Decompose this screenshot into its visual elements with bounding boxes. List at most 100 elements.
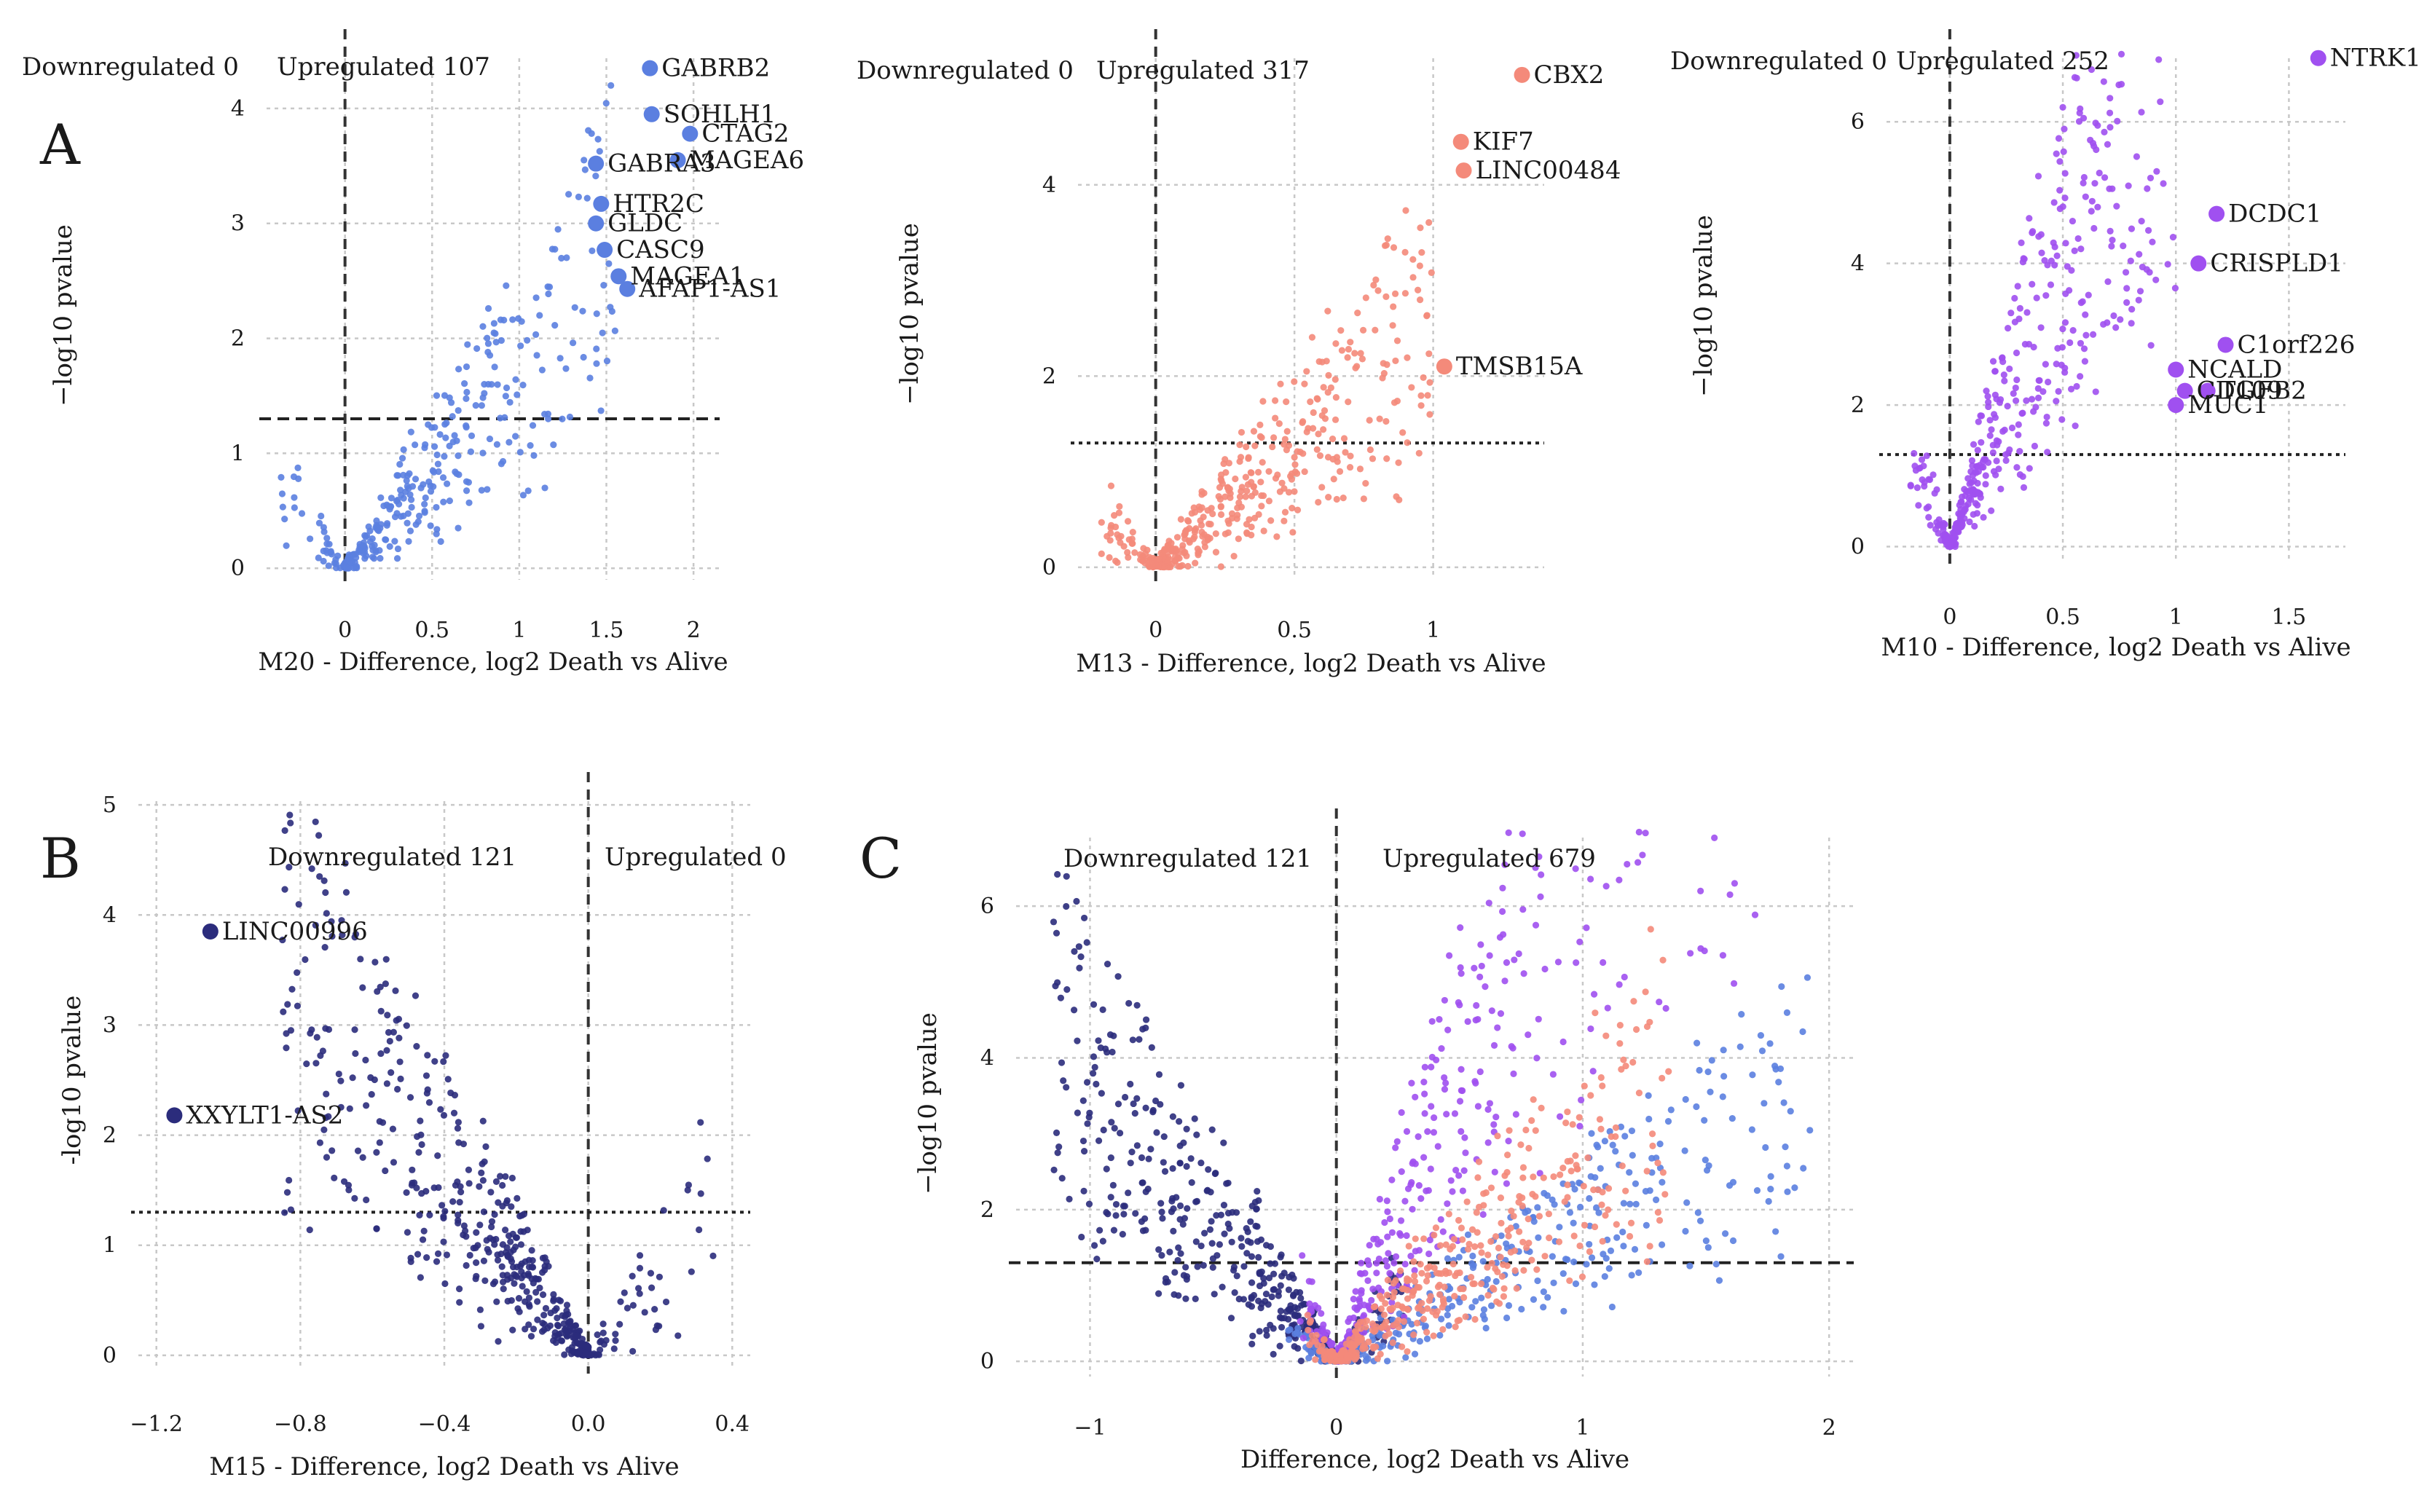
data-point — [1586, 1240, 1593, 1248]
data-point — [512, 433, 519, 440]
data-point — [2030, 343, 2037, 351]
data-point — [412, 992, 420, 999]
data-point — [294, 969, 301, 977]
data-point — [621, 1289, 628, 1296]
data-point — [322, 889, 329, 897]
data-point — [1530, 1296, 1538, 1303]
data-point — [1098, 550, 1105, 558]
data-point — [1142, 1188, 1149, 1195]
data-point — [1606, 1127, 1613, 1135]
highlighted-point — [2199, 382, 2216, 399]
data-point — [468, 432, 476, 439]
data-point — [2112, 324, 2120, 331]
data-point — [1530, 1173, 1537, 1181]
data-point — [369, 543, 376, 550]
data-point — [1258, 503, 1265, 510]
data-point — [1175, 1244, 1182, 1251]
data-point — [1980, 513, 1987, 521]
data-point — [1463, 1198, 1471, 1205]
data-point — [1459, 1087, 1466, 1095]
data-point — [1459, 1236, 1466, 1243]
data-point — [1358, 1290, 1365, 1297]
data-point — [1421, 1063, 1428, 1071]
data-point — [2101, 174, 2109, 181]
data-point — [1236, 458, 1243, 465]
data-point — [1562, 1119, 1570, 1127]
data-point — [1696, 1066, 1703, 1074]
data-point — [1495, 1244, 1503, 1252]
data-point — [2042, 420, 2050, 427]
data-point — [497, 1250, 505, 1258]
data-point — [2034, 385, 2042, 393]
data-point — [1379, 374, 1386, 382]
data-point — [1420, 1235, 1428, 1243]
data-point — [623, 1304, 632, 1312]
data-point — [421, 500, 428, 508]
data-point — [1301, 380, 1308, 387]
data-point — [1382, 241, 1390, 249]
data-point — [2053, 398, 2060, 405]
data-point — [1448, 1302, 1456, 1310]
data-point — [1566, 1277, 1573, 1285]
data-point — [1262, 1326, 1270, 1334]
data-point — [2085, 291, 2092, 299]
data-point — [563, 254, 570, 261]
data-point — [1270, 1350, 1277, 1358]
data-point — [1472, 1298, 1479, 1305]
data-point — [1054, 1149, 1061, 1157]
data-point — [1787, 1108, 1794, 1115]
data-point — [1270, 434, 1278, 441]
data-point — [1351, 350, 1358, 357]
data-point — [2106, 124, 2114, 131]
data-point — [541, 411, 548, 418]
data-point — [1481, 1315, 1488, 1323]
data-point — [1356, 465, 1364, 473]
data-point — [479, 449, 487, 457]
data-point — [512, 1272, 519, 1279]
data-point — [1192, 1198, 1200, 1205]
data-point — [363, 1196, 370, 1204]
data-point — [1455, 1216, 1463, 1224]
data-point — [1720, 1047, 1727, 1054]
data-point — [1425, 1297, 1433, 1304]
data-point — [1602, 1032, 1610, 1039]
data-point — [1572, 1280, 1580, 1288]
data-point — [323, 910, 330, 917]
data-point — [1404, 1348, 1411, 1355]
data-point — [460, 1222, 468, 1229]
data-point — [1643, 1168, 1651, 1175]
data-point — [1294, 1325, 1302, 1332]
data-point — [389, 1125, 397, 1133]
data-point — [1409, 1205, 1416, 1213]
data-point — [1701, 947, 1708, 955]
data-point — [1967, 496, 1975, 503]
data-point — [1074, 1109, 1081, 1117]
data-point — [455, 1216, 462, 1224]
data-point — [371, 1076, 378, 1084]
data-point — [495, 1199, 502, 1206]
data-point — [1535, 1015, 1542, 1023]
data-point — [1255, 511, 1262, 518]
data-point — [1474, 1229, 1481, 1236]
data-point — [1398, 1109, 1405, 1117]
data-point — [1256, 1269, 1263, 1276]
data-point — [2090, 224, 2098, 232]
data-point — [1325, 494, 1332, 501]
highlighted-point — [669, 151, 686, 168]
data-point — [2089, 139, 2097, 147]
data-point — [2144, 227, 2152, 234]
data-point — [1431, 1264, 1438, 1272]
data-point — [478, 1169, 485, 1176]
data-point — [1380, 360, 1387, 367]
data-point — [376, 1139, 383, 1146]
data-point — [1581, 1082, 1588, 1090]
data-point — [1228, 510, 1236, 517]
data-point — [1133, 1142, 1141, 1149]
data-point — [1411, 1277, 1419, 1285]
data-point — [1397, 1217, 1405, 1224]
data-point — [1195, 551, 1202, 559]
data-point — [1390, 244, 1398, 251]
data-point — [1534, 1204, 1541, 1211]
data-point — [1273, 533, 1281, 540]
